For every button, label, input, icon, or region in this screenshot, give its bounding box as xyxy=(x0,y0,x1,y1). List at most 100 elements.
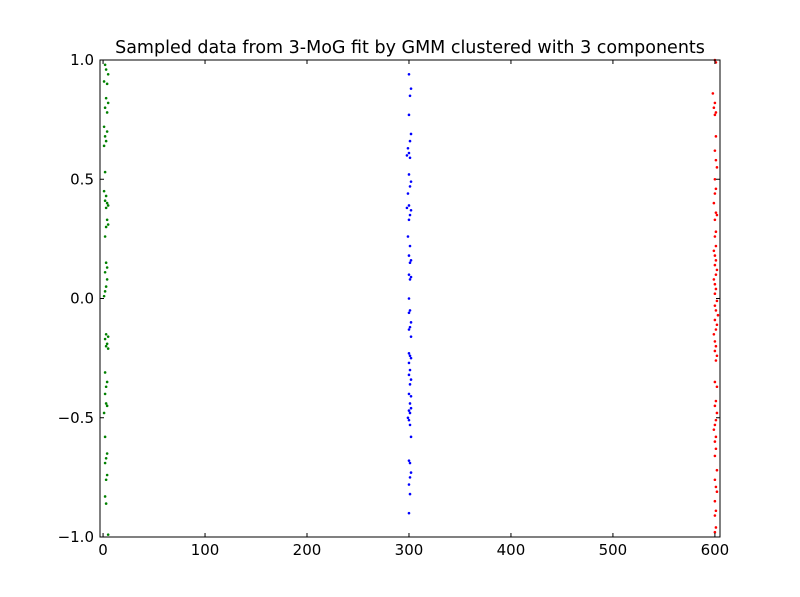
data-point xyxy=(105,380,109,384)
data-point xyxy=(713,440,717,443)
data-point xyxy=(105,111,109,114)
data-point xyxy=(103,199,107,203)
data-point xyxy=(715,385,719,389)
data-point xyxy=(408,309,412,312)
data-point xyxy=(408,492,412,496)
data-point xyxy=(408,213,412,217)
data-point xyxy=(105,130,109,133)
data-point xyxy=(407,418,411,422)
data-point xyxy=(102,125,106,129)
data-point xyxy=(102,411,106,415)
data-point xyxy=(713,282,717,286)
axis-ticks: 0 100 200 300 400 500 600 −1.0 −0.5 0.0 0.5 1.0 xyxy=(58,51,730,559)
data-point xyxy=(104,225,108,229)
x-tick-label: 300 xyxy=(395,541,424,559)
data-point xyxy=(713,404,717,408)
data-point xyxy=(408,278,412,281)
data-point xyxy=(103,495,107,498)
data-point xyxy=(713,423,717,427)
data-point xyxy=(104,332,108,336)
x-tick-label: 200 xyxy=(293,541,322,559)
data-point xyxy=(714,287,718,291)
data-point xyxy=(716,313,720,317)
data-point xyxy=(102,80,106,83)
data-point xyxy=(713,177,717,181)
data-point xyxy=(407,73,411,76)
data-point xyxy=(105,218,109,222)
data-point xyxy=(714,187,718,191)
data-point xyxy=(715,490,719,493)
data-point xyxy=(103,170,107,174)
data-point xyxy=(102,294,106,298)
data-point xyxy=(408,402,412,405)
data-point xyxy=(409,335,413,338)
data-point xyxy=(106,101,110,105)
data-point xyxy=(409,87,413,90)
data-point xyxy=(714,344,718,348)
data-point xyxy=(407,311,411,315)
data-point xyxy=(407,297,411,300)
data-point xyxy=(715,299,719,303)
data-point xyxy=(715,468,719,472)
data-point xyxy=(712,332,716,336)
data-point xyxy=(714,435,718,439)
data-point xyxy=(713,304,717,307)
data-point xyxy=(713,454,717,458)
x-tick-label: 100 xyxy=(191,541,220,559)
data-point xyxy=(409,180,413,183)
x-tick-label: 600 xyxy=(701,541,730,559)
data-point xyxy=(103,392,107,396)
data-point xyxy=(405,154,409,157)
data-point xyxy=(104,344,108,348)
data-point xyxy=(715,354,719,358)
data-point xyxy=(713,318,717,322)
data-point xyxy=(104,457,108,460)
data-point xyxy=(714,509,718,513)
data-point xyxy=(408,244,412,248)
data-point xyxy=(712,201,716,205)
data-point xyxy=(407,113,411,117)
data-point xyxy=(103,435,107,439)
data-point xyxy=(103,461,107,465)
data-point xyxy=(106,73,110,76)
data-point xyxy=(713,235,717,238)
data-point xyxy=(407,373,411,377)
data-point xyxy=(713,530,717,534)
data-point xyxy=(714,447,718,451)
data-point xyxy=(405,206,409,210)
data-point xyxy=(105,82,109,86)
data-point xyxy=(408,461,412,465)
data-point xyxy=(715,323,719,327)
data-point xyxy=(106,204,110,207)
data-point xyxy=(713,149,717,152)
data-point xyxy=(713,254,717,257)
data-point xyxy=(712,278,716,281)
data-point xyxy=(715,213,719,217)
data-point xyxy=(106,223,110,226)
data-point xyxy=(106,533,110,536)
data-point xyxy=(713,340,717,343)
data-point xyxy=(102,144,106,148)
data-point xyxy=(409,321,413,324)
data-point xyxy=(104,261,108,265)
data-point xyxy=(714,309,718,312)
data-point xyxy=(104,402,108,405)
data-point xyxy=(407,409,411,412)
data-point xyxy=(104,68,108,71)
data-point xyxy=(408,261,412,265)
data-point xyxy=(104,96,108,100)
data-point xyxy=(105,266,109,269)
data-point xyxy=(407,459,411,462)
data-point xyxy=(713,218,717,222)
data-point xyxy=(407,254,411,257)
chart-title: Sampled data from 3-MoG fit by GMM clust… xyxy=(115,38,705,58)
data-point xyxy=(714,230,718,234)
data-point xyxy=(714,273,718,276)
data-point xyxy=(409,394,413,398)
y-tick-label: 0.5 xyxy=(70,170,94,188)
data-point xyxy=(712,249,716,253)
data-point xyxy=(103,371,107,374)
data-point xyxy=(106,347,110,350)
data-point xyxy=(104,139,108,143)
